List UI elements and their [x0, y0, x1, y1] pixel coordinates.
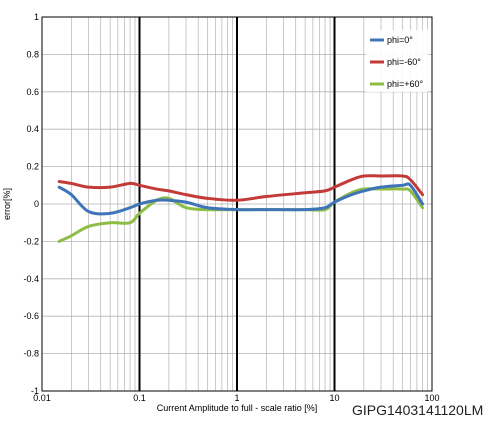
y-tick-label: 0: [34, 199, 39, 209]
y-tick-label: -0.6: [23, 311, 39, 321]
y-tick-label: -0.8: [23, 349, 39, 359]
legend-label-3: phi=+60°: [387, 79, 424, 89]
series-line-2: [57, 174, 425, 202]
legend-label-2: phi=-60°: [387, 57, 421, 67]
x-tick-label: 0.01: [33, 393, 51, 403]
series-line-1: [57, 182, 425, 216]
x-tick-label: 1: [234, 393, 239, 403]
x-tick-label: 100: [424, 393, 439, 403]
y-tick-label: 0.4: [26, 124, 39, 134]
x-axis-title: Current Amplitude to full - scale ratio …: [157, 403, 318, 413]
plot-frame: [41, 16, 433, 392]
legend-label-1: phi=0°: [387, 35, 413, 45]
y-tick-label: 0.8: [26, 49, 39, 59]
y-tick-label: 0.6: [26, 87, 39, 97]
y-tick-label: -0.4: [23, 274, 39, 284]
y-axis-title: error[%]: [2, 188, 12, 220]
y-tick-label: -0.2: [23, 236, 39, 246]
figure-id-label: GIPG1403141120LM: [352, 402, 484, 418]
x-tick-label: 0.1: [133, 393, 146, 403]
y-tick-label: 0.2: [26, 162, 39, 172]
y-tick-label: 1: [34, 12, 39, 22]
x-tick-label: 10: [329, 393, 339, 403]
y-tick-label: -1: [31, 386, 39, 396]
